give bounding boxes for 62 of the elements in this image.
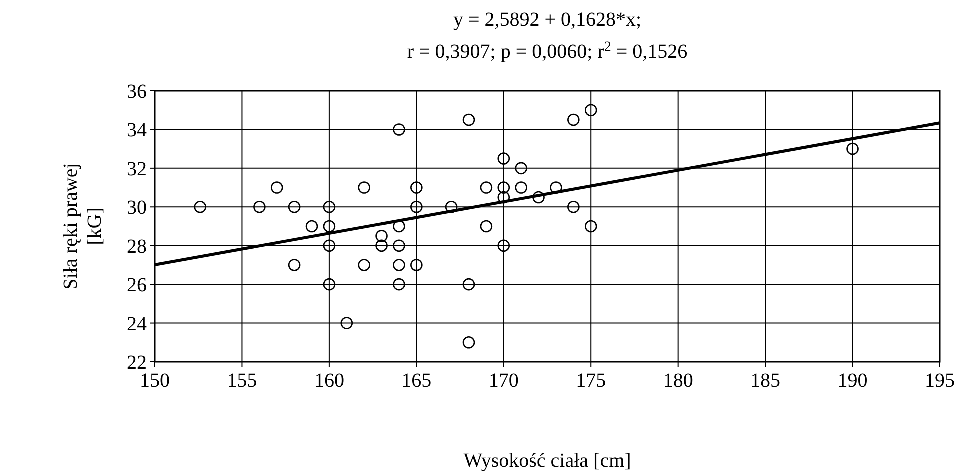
point (306, 220, 318, 233)
x-tick-label: 160 (314, 370, 344, 392)
point (288, 200, 301, 214)
x-tick-label: 170 (488, 370, 519, 392)
point (323, 220, 336, 233)
point (376, 230, 388, 242)
point (515, 182, 528, 194)
point (323, 240, 336, 252)
point (323, 278, 336, 291)
chart-subtitle: r = 0,3907; p = 0,0060; r$^{2}$ = 0,1526 (407, 40, 688, 63)
point (462, 114, 476, 126)
point (498, 182, 510, 194)
point (393, 278, 406, 291)
x-tick-label: 195 (925, 370, 955, 392)
point (462, 336, 476, 349)
y-tick-label: 24 (127, 313, 147, 336)
point (846, 142, 859, 156)
point (340, 317, 354, 330)
point (480, 220, 493, 233)
y-tick-label: 34 (127, 120, 147, 142)
point (270, 182, 284, 194)
y-tick-label: 32 (127, 158, 147, 180)
point (480, 182, 493, 194)
y-tick-label: 36 (127, 81, 147, 103)
point (194, 200, 207, 214)
x-tick-label: 190 (838, 370, 868, 392)
point (393, 259, 406, 272)
point (410, 259, 423, 272)
point (568, 114, 580, 126)
point (410, 182, 423, 194)
point (393, 124, 406, 136)
point (393, 240, 406, 252)
point (288, 259, 301, 272)
point (550, 182, 562, 194)
point (410, 200, 423, 214)
point (498, 191, 510, 204)
point (584, 104, 598, 117)
point (376, 240, 388, 252)
point (498, 152, 510, 165)
y-tick-label: 28 (127, 236, 147, 258)
y-tick-label: 30 (127, 197, 147, 220)
chart-title: y = 2,5892 + 0,1628*x; (453, 9, 642, 31)
point (498, 240, 510, 252)
point (445, 200, 458, 214)
x-tick-label: 175 (576, 370, 606, 392)
point (393, 220, 406, 233)
point (584, 220, 598, 233)
point (515, 162, 528, 175)
point (254, 200, 266, 214)
point (358, 259, 370, 272)
point (462, 278, 476, 291)
x-tick-label: 180 (663, 370, 694, 392)
y-tick-label: 26 (127, 274, 147, 297)
point (358, 182, 370, 194)
point (568, 200, 580, 214)
point (323, 200, 336, 214)
point (532, 191, 545, 204)
x-tick-label: 165 (402, 370, 432, 392)
y-axis-title: Siła ręki prawej [kG] (60, 163, 106, 290)
x-axis-title: Wysokość ciała [cm] (464, 450, 632, 472)
x-tick-label: 185 (750, 370, 781, 392)
x-tick-label: 155 (227, 370, 258, 392)
